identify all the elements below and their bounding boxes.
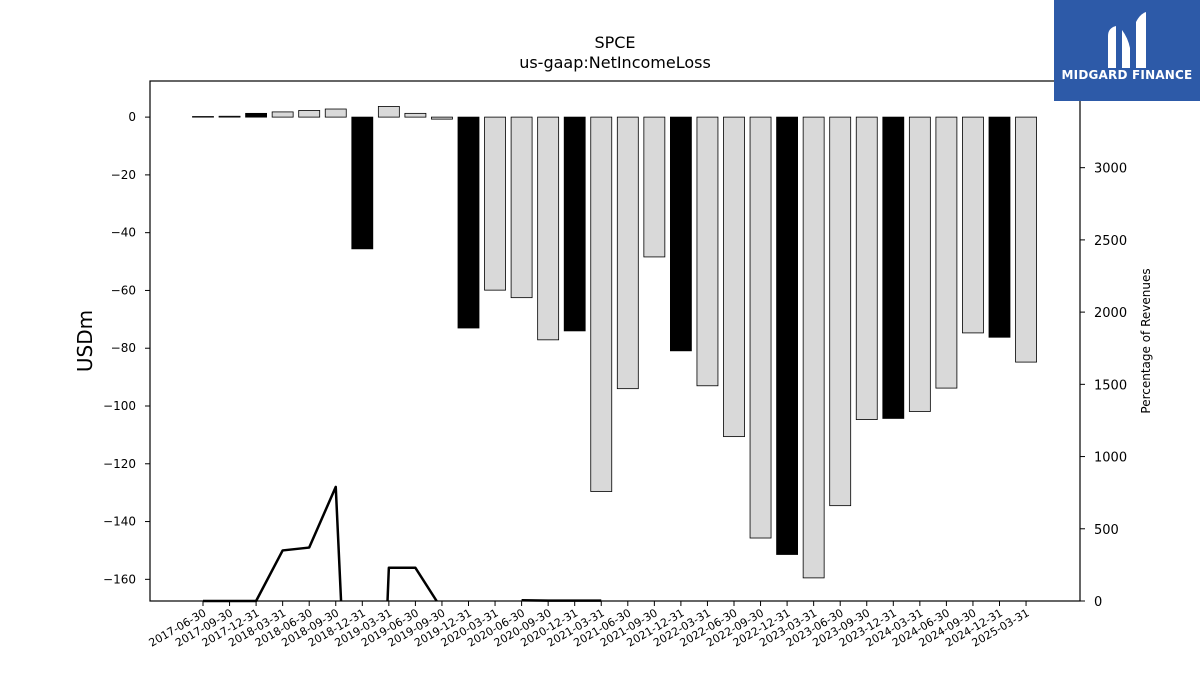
revenue-pct-line-0: [203, 485, 343, 603]
y2-tick-label: 2500: [1094, 234, 1127, 249]
bar-2024-12-31: [988, 116, 1011, 338]
bar-2023-06-30: [829, 116, 852, 507]
bar-2017-06-30: [192, 116, 214, 118]
y-tick-label: −40: [111, 226, 136, 240]
y-tick-label: −80: [111, 341, 136, 355]
y-tick-label: 0: [128, 110, 136, 124]
bar-2025-03-31: [1015, 116, 1037, 363]
bar-2021-09-30: [643, 116, 666, 258]
brand-logo: MIDGARD FINANCE: [1054, 0, 1200, 101]
bar-2018-12-31: [351, 116, 374, 250]
bar-2019-06-30: [404, 112, 427, 118]
y2-tick-label: 2000: [1094, 306, 1127, 321]
bar-2019-03-31: [377, 106, 400, 118]
y2-tick-label: 0: [1094, 595, 1102, 610]
bar-2023-12-31: [882, 116, 905, 419]
bar-2024-09-30: [962, 116, 984, 334]
bar-2022-06-30: [723, 116, 745, 438]
bar-2021-03-31: [590, 116, 613, 492]
plot-frame: [149, 80, 1081, 602]
bar-group: [192, 106, 1037, 579]
line-group: [203, 485, 602, 603]
bar-2017-12-31: [245, 112, 268, 118]
y2-axis-label: Percentage of Revenues: [1139, 268, 1153, 413]
y2-tick-label: 3000: [1094, 162, 1127, 177]
chart-subtitle: us-gaap:NetIncomeLoss: [519, 53, 711, 72]
bar-2020-09-30: [537, 116, 560, 341]
brand-name: MIDGARD FINANCE: [1061, 68, 1193, 82]
y-tick-label: −60: [111, 283, 136, 297]
chart-title: SPCE: [594, 33, 635, 52]
bar-2024-06-30: [935, 116, 958, 389]
bar-2021-06-30: [616, 116, 639, 390]
y2-tick-label: 500: [1094, 523, 1119, 538]
y2-tick-label: 1000: [1094, 451, 1127, 466]
y2-tick-label: 1500: [1094, 378, 1127, 393]
y-axis-label: USDm: [73, 310, 97, 372]
bar-2020-12-31: [563, 116, 586, 332]
bar-2021-12-31: [670, 116, 692, 352]
bar-2022-03-31: [696, 116, 719, 387]
bar-2020-03-31: [484, 116, 506, 291]
logo-icon: [1108, 12, 1146, 68]
bar-2019-09-30: [431, 116, 453, 120]
bar-2017-09-30: [218, 115, 241, 118]
y-tick-label: −160: [103, 572, 136, 586]
bar-2018-03-31: [271, 111, 294, 118]
bar-2023-09-30: [855, 116, 878, 420]
y-tick-label: −140: [103, 515, 136, 529]
y-tick-label: −120: [103, 457, 136, 471]
bar-2023-03-31: [802, 116, 825, 579]
bar-2020-06-30: [510, 116, 533, 299]
bar-2018-09-30: [324, 108, 347, 118]
y-tick-label: −20: [111, 168, 136, 182]
bar-2022-12-31: [776, 116, 798, 555]
revenue-pct-line-1: [386, 566, 438, 602]
bar-2024-03-31: [908, 116, 931, 412]
bar-2019-12-31: [457, 116, 480, 329]
bar-2022-09-30: [749, 116, 772, 539]
y-tick-label: −100: [103, 399, 136, 413]
bar-2018-06-30: [298, 110, 321, 118]
